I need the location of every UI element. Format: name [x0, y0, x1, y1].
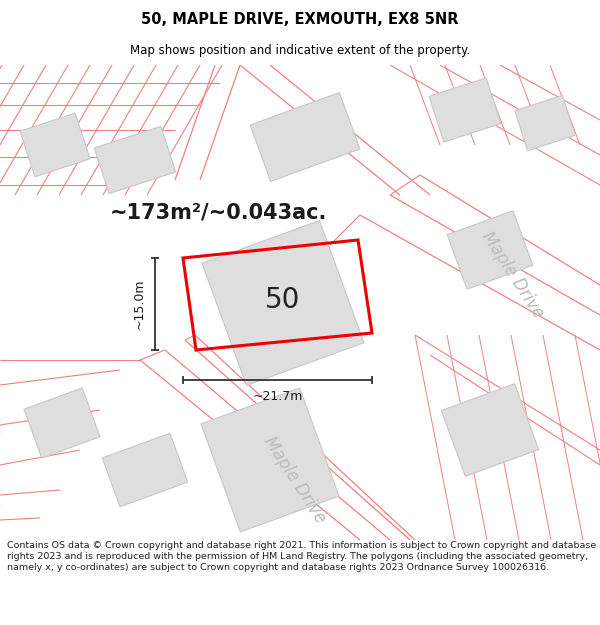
- Text: ~21.7m: ~21.7m: [253, 391, 302, 404]
- Polygon shape: [201, 388, 339, 532]
- Polygon shape: [24, 388, 100, 458]
- Polygon shape: [250, 92, 360, 181]
- Text: Map shows position and indicative extent of the property.: Map shows position and indicative extent…: [130, 44, 470, 58]
- Text: ~15.0m: ~15.0m: [133, 279, 146, 329]
- Polygon shape: [20, 113, 90, 177]
- Polygon shape: [429, 78, 501, 142]
- Text: 50, MAPLE DRIVE, EXMOUTH, EX8 5NR: 50, MAPLE DRIVE, EXMOUTH, EX8 5NR: [141, 12, 459, 27]
- Text: Maple Drive: Maple Drive: [260, 433, 329, 527]
- Polygon shape: [202, 221, 364, 386]
- Polygon shape: [447, 211, 533, 289]
- Text: ~173m²/~0.043ac.: ~173m²/~0.043ac.: [109, 203, 326, 223]
- Text: Maple Drive: Maple Drive: [478, 228, 548, 322]
- Text: 50: 50: [265, 286, 300, 314]
- Polygon shape: [515, 95, 575, 151]
- Polygon shape: [442, 384, 539, 476]
- Polygon shape: [102, 433, 188, 507]
- Polygon shape: [94, 126, 176, 194]
- Text: Contains OS data © Crown copyright and database right 2021. This information is : Contains OS data © Crown copyright and d…: [7, 541, 596, 572]
